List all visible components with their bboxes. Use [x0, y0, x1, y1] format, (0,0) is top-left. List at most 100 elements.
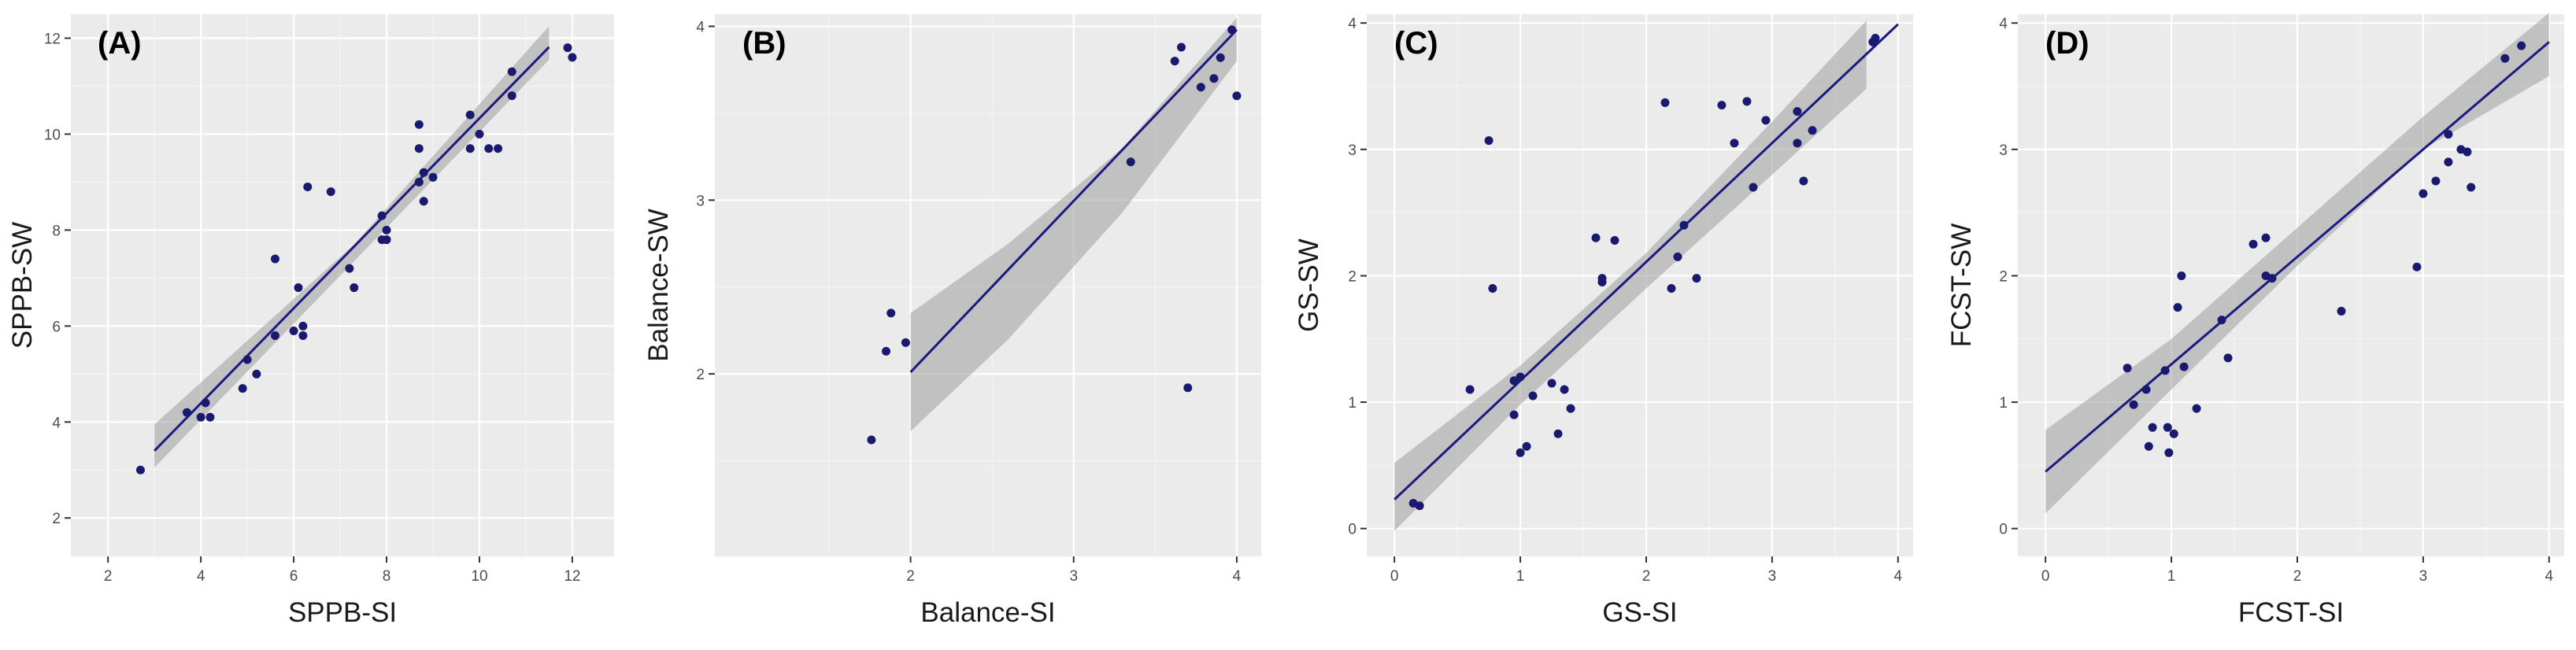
chart-0-point-17: [350, 283, 359, 293]
chart-0-point-22: [414, 177, 424, 187]
chart-0-point-23: [414, 120, 424, 129]
chart-0-panel-tag: (A): [98, 26, 142, 61]
chart-0-regression-line: [154, 46, 550, 452]
chart-2-point-24: [1717, 101, 1727, 110]
chart-3-regression-line: [2045, 41, 2550, 473]
chart-3-y-tick-label-2: 2: [1999, 268, 2008, 285]
chart-2-point-29: [1793, 107, 1802, 116]
chart-2-point-15: [1591, 233, 1601, 242]
chart-2-point-28: [1761, 116, 1771, 125]
chart-3-x-tick-label-4: 4: [2545, 568, 2554, 585]
chart-3-point-4: [2148, 423, 2157, 432]
chart-3-point-5: [2160, 366, 2170, 375]
chart-3-point-23: [2444, 157, 2453, 167]
chart-2-point-5: [1509, 376, 1519, 386]
chart-3-point-0: [2123, 364, 2132, 373]
chart-1-y-axis-label: Balance-SW: [643, 209, 674, 362]
chart-3-x-axis-label: FCST-SI: [2238, 597, 2344, 628]
chart-3-point-27: [2467, 183, 2476, 192]
chart-2-x-tick-label-3: 3: [1768, 568, 1777, 585]
chart-0-point-10: [289, 326, 298, 335]
chart-0-y-tick-label-2: 6: [52, 319, 61, 335]
chart-0-point-15: [326, 187, 335, 197]
chart-3-point-9: [2173, 303, 2182, 312]
chart-0-point-20: [382, 225, 391, 235]
chart-3-x-tick-label-3: 3: [2419, 568, 2428, 585]
chart-0-y-tick-label-3: 8: [52, 223, 61, 239]
chart-0-x-tick-label-5: 12: [564, 568, 580, 585]
chart-1-point-5: [1170, 57, 1179, 66]
chart-2-x-tick-label-2: 2: [1642, 568, 1651, 585]
chart-0-y-tick-label-5: 12: [44, 31, 61, 47]
chart-2-point-17: [1597, 274, 1607, 283]
chart-3-point-19: [2337, 306, 2346, 316]
chart-2-y-tick-label-1: 1: [1348, 395, 1356, 412]
chart-2-point-31: [1799, 176, 1808, 186]
chart-0-point-0: [135, 465, 145, 475]
chart-3-y-tick-label-3: 3: [1999, 142, 2008, 159]
chart-2-point-32: [1808, 126, 1817, 135]
chart-0-point-13: [298, 331, 308, 341]
chart-0-point-30: [475, 129, 484, 138]
chart-1-point-11: [1227, 25, 1237, 35]
chart-0-point-12: [298, 321, 308, 331]
chart-3-point-14: [2223, 353, 2233, 363]
chart-3-y-tick-label-1: 1: [1999, 395, 2008, 412]
chart-2-point-21: [1673, 252, 1682, 261]
chart-0-x-tick-label-1: 4: [197, 568, 205, 585]
chart-2-point-3: [1484, 136, 1493, 146]
chart-3-panel-tag: (D): [2045, 26, 2089, 61]
chart-2-y-axis-label: GS-SW: [1294, 238, 1324, 332]
chart-3-x-tick-label-1: 1: [2167, 568, 2176, 585]
chart-3-point-26: [2463, 147, 2472, 157]
chart-0-point-9: [270, 254, 279, 264]
chart-0-point-32: [494, 144, 503, 153]
chart-2-y-tick-label-2: 2: [1348, 268, 1356, 285]
chart-3-point-6: [2163, 423, 2172, 432]
chart-3-point-24: [2444, 130, 2453, 139]
chart-2-point-23: [1692, 274, 1701, 283]
chart-2-y-tick-label-0: 0: [1348, 522, 1356, 538]
chart-3-point-16: [2261, 233, 2271, 242]
chart-2-point-12: [1553, 429, 1563, 438]
chart-0-point-7: [252, 369, 261, 379]
chart-0-point-6: [242, 355, 252, 364]
chart-3-point-22: [2431, 176, 2441, 186]
chart-3-confidence-band: [2045, 13, 2549, 514]
chart-2-point-11: [1547, 379, 1556, 388]
chart-2-regression-line: [1393, 23, 1899, 500]
chart-2-y-tick-label-3: 3: [1348, 142, 1356, 159]
chart-0-point-24: [414, 144, 424, 153]
chart-0-point-25: [419, 197, 428, 206]
chart-3-x-tick-label-2: 2: [2293, 568, 2302, 585]
chart-1-x-tick-label-1: 3: [1069, 568, 1078, 585]
chart-1-point-4: [1126, 157, 1135, 167]
chart-0-y-axis-label: SPPB-SW: [7, 222, 38, 349]
chart-0-point-14: [303, 183, 313, 192]
chart-1-point-3: [901, 338, 910, 347]
chart-0-confidence-band: [154, 26, 550, 468]
chart-0-point-29: [465, 144, 475, 153]
chart-2-point-30: [1793, 138, 1802, 148]
chart-2-point-25: [1730, 138, 1739, 148]
chart-0-point-8: [270, 331, 279, 341]
panel-d: 0 1 2 3 4 0 1 2 3 4 FCST-SI FCST-SW (D): [1946, 13, 2564, 628]
chart-0-point-34: [507, 91, 516, 101]
chart-3-y-tick-label-4: 4: [1999, 16, 2008, 32]
chart-0-point-31: [484, 144, 494, 153]
chart-1-point-12: [1232, 91, 1242, 101]
chart-3-y-tick-label-0: 0: [1999, 522, 2008, 538]
chart-2-point-4: [1488, 284, 1497, 294]
chart-0-point-33: [507, 67, 516, 76]
chart-3-point-12: [2192, 404, 2201, 413]
chart-2-point-8: [1516, 372, 1525, 382]
chart-3-point-7: [2164, 448, 2174, 457]
chart-2-point-19: [1660, 98, 1670, 107]
chart-3-point-28: [2500, 54, 2510, 63]
panel-b: 2 3 4 2 3 4 Balance-SI Balance-SW (B): [643, 14, 1261, 628]
chart-1-point-8: [1196, 83, 1205, 92]
chart-1-point-10: [1216, 53, 1225, 62]
chart-2-x-tick-label-4: 4: [1894, 568, 1903, 585]
chart-1-panel-tag: (B): [742, 26, 786, 61]
